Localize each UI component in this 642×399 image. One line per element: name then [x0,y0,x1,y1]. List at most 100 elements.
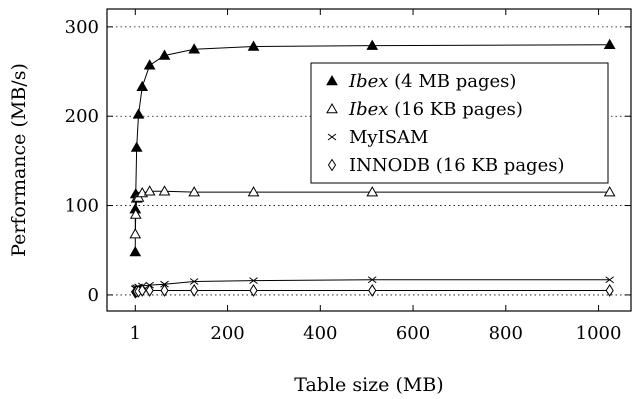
data-point [603,38,616,49]
legend-entry: Ibex (4 MB pages) [326,71,516,92]
data-point [247,40,260,51]
legend-label: Ibex (4 MB pages) [348,71,516,92]
marker-shape [326,74,338,86]
marker-shape [145,284,154,297]
data-point [605,276,614,284]
y-tick-label: 200 [65,106,99,127]
marker-stroke [249,277,258,285]
x-tick-label: 400 [303,323,337,344]
legend-entry: MyISAM [327,127,428,148]
data-point [158,185,171,196]
data-point [130,141,143,152]
marker-shape [247,40,260,51]
x-tick-label: 600 [396,323,430,344]
marker-shape [603,38,616,49]
x-tick-label: 800 [489,323,523,344]
y-tick-label: 100 [65,196,99,217]
data-point [129,246,142,257]
marker-shape [366,39,379,50]
data-point [247,186,260,197]
series-line [134,190,610,235]
marker-shape [188,186,201,197]
legend-label-text: INNODB (16 KB pages) [349,155,564,176]
legend-entry: Ibex (16 KB pages) [326,99,523,120]
marker-shape [129,246,142,257]
legend-label: INNODB (16 KB pages) [349,155,564,176]
marker-shape [188,43,201,54]
x-tick-label: 200 [210,323,244,344]
marker-shape [326,102,338,114]
marker-shape [130,141,143,152]
legend-label-italic: Ibex [348,99,388,120]
data-point [188,186,201,197]
data-point [249,277,258,285]
data-point [366,39,379,50]
marker-shape [132,108,145,119]
data-point [603,186,616,197]
data-point [138,284,147,297]
legend-label-text: (4 MB pages) [388,71,516,92]
marker-stroke [189,278,199,285]
legend-marker [327,133,337,141]
axis-ticks: 0 100 200 300 1 200 400 600 800 1000 [65,9,631,344]
legend-marker [327,158,337,172]
x-tick-label: 1000 [576,323,622,344]
data-point [188,43,201,54]
marker-shape [368,284,377,297]
legend-box [310,62,609,184]
marker-shape [160,284,169,297]
marker-shape [158,185,171,196]
marker-shape [143,59,156,70]
marker-shape [249,284,258,297]
y-tick-label: 0 [88,285,99,306]
legend-entry: INNODB (16 KB pages) [327,155,564,176]
series-4 [131,284,614,299]
marker-shape [605,284,614,297]
data-point [249,284,258,297]
plot-area-frame [106,8,632,312]
legend-label-italic: Ibex [348,71,388,92]
x-tick-label: 1 [130,323,141,344]
series-layer [129,38,616,299]
data-point [129,228,142,239]
data-point [605,284,614,297]
marker-stroke [327,133,337,141]
y-tick-label: 300 [65,17,99,38]
legend-marker [326,74,338,86]
data-point [136,80,149,91]
data-point [190,284,199,297]
marker-shape [143,185,156,196]
x-axis-title: Table size (MB) [294,374,443,396]
marker-shape [603,186,616,197]
data-point [145,284,154,297]
data-point [368,284,377,297]
marker-stroke [605,276,614,284]
data-point [129,208,142,219]
legend-label: Ibex (16 KB pages) [348,99,523,120]
marker-shape [190,284,199,297]
legend-marker [326,102,338,114]
legend-label-text: MyISAM [349,127,428,148]
data-point [160,284,169,297]
legend-label-text: (16 KB pages) [388,99,522,120]
marker-shape [158,49,171,60]
data-point [189,278,199,285]
data-point [367,276,377,284]
data-point [132,108,145,119]
marker-shape [129,228,142,239]
data-point [158,49,171,60]
marker-shape [138,284,147,297]
marker-shape [129,208,142,219]
marker-shape [366,186,379,197]
data-point [143,59,156,70]
data-point [366,186,379,197]
marker-shape [247,186,260,197]
legend-label: MyISAM [349,127,428,148]
data-point [143,185,156,196]
marker-shape [136,80,149,91]
marker-stroke [367,276,377,284]
legend: Ibex (4 MB pages)Ibex (16 KB pages)MyISA… [310,62,609,184]
series-2 [129,185,616,239]
marker-shape [327,158,337,172]
